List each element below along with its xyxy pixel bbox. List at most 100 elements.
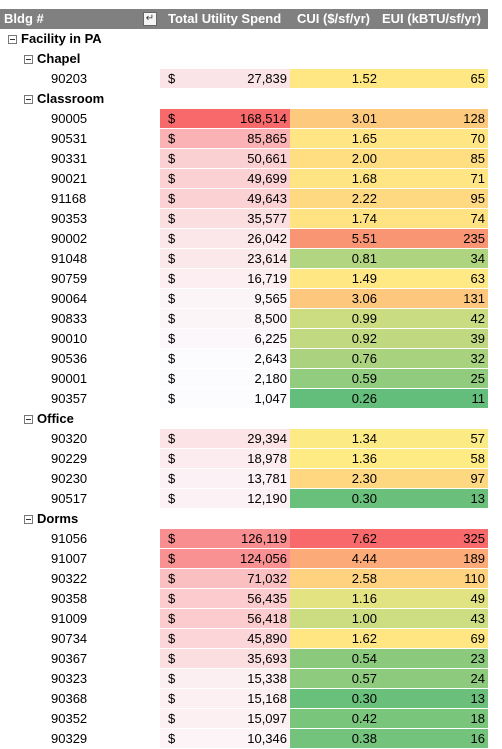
building-id: 90010 bbox=[51, 331, 88, 346]
building-id: 91056 bbox=[51, 531, 88, 546]
collapse-button[interactable] bbox=[24, 55, 33, 64]
facility-label: Facility in PA bbox=[21, 31, 102, 46]
collapse-button[interactable] bbox=[24, 415, 33, 424]
cui-value: 0.54 bbox=[290, 649, 380, 669]
building-id: 90229 bbox=[51, 451, 88, 466]
eui-value: 128 bbox=[380, 109, 488, 129]
currency-symbol: $ bbox=[168, 231, 176, 246]
eui-value: 16 bbox=[380, 729, 488, 749]
currency-symbol: $ bbox=[168, 251, 176, 266]
collapse-button[interactable] bbox=[24, 515, 33, 524]
spend-cell bbox=[160, 149, 290, 169]
currency-symbol: $ bbox=[168, 391, 176, 406]
currency-symbol: $ bbox=[168, 471, 176, 486]
building-id: 91048 bbox=[51, 251, 88, 266]
building-id: 90331 bbox=[51, 151, 88, 166]
group-label: Classroom bbox=[37, 91, 105, 106]
eui-value: 11 bbox=[380, 389, 488, 409]
building-id: 90352 bbox=[51, 711, 88, 726]
eui-value: 97 bbox=[380, 469, 488, 489]
currency-symbol: $ bbox=[168, 731, 176, 746]
spend-cell bbox=[160, 129, 290, 149]
building-id: 90531 bbox=[51, 131, 88, 146]
cui-value: 1.52 bbox=[290, 69, 380, 89]
spend-cell bbox=[160, 629, 290, 649]
currency-symbol: $ bbox=[168, 131, 176, 146]
currency-symbol: $ bbox=[168, 71, 176, 86]
group-label: Office bbox=[37, 411, 74, 426]
eui-value: 43 bbox=[380, 609, 488, 629]
building-id: 90357 bbox=[51, 391, 88, 406]
eui-value: 325 bbox=[380, 529, 488, 549]
eui-value: 58 bbox=[380, 449, 488, 469]
spend-value: 126,119 bbox=[240, 531, 287, 546]
collapse-button[interactable] bbox=[24, 95, 33, 104]
spend-value: 56,418 bbox=[247, 611, 287, 626]
eui-value: 23 bbox=[380, 649, 488, 669]
spend-cell bbox=[160, 709, 290, 729]
eui-value: 110 bbox=[380, 569, 488, 589]
building-id: 90323 bbox=[51, 671, 88, 686]
collapse-button[interactable] bbox=[8, 35, 17, 44]
eui-value: 63 bbox=[380, 269, 488, 289]
spend-cell bbox=[160, 689, 290, 709]
eui-value: 49 bbox=[380, 589, 488, 609]
spend-cell bbox=[160, 489, 290, 509]
spend-value: 45,890 bbox=[247, 631, 287, 646]
eui-value: 39 bbox=[380, 329, 488, 349]
eui-value: 85 bbox=[380, 149, 488, 169]
building-id: 90517 bbox=[51, 491, 88, 506]
cui-value: 1.00 bbox=[290, 609, 380, 629]
spend-value: 10,346 bbox=[247, 731, 287, 746]
spend-value: 2,643 bbox=[254, 351, 287, 366]
building-id: 90536 bbox=[51, 351, 88, 366]
spend-cell bbox=[160, 469, 290, 489]
currency-symbol: $ bbox=[168, 371, 176, 386]
cui-value: 1.65 bbox=[290, 129, 380, 149]
spend-cell bbox=[160, 329, 290, 349]
spend-value: 23,614 bbox=[247, 251, 287, 266]
spend-value: 18,978 bbox=[247, 451, 287, 466]
eui-value: 71 bbox=[380, 169, 488, 189]
cui-value: 1.49 bbox=[290, 269, 380, 289]
eui-value: 70 bbox=[380, 129, 488, 149]
currency-symbol: $ bbox=[168, 691, 176, 706]
building-id: 90734 bbox=[51, 631, 88, 646]
cui-value: 0.81 bbox=[290, 249, 380, 269]
spend-value: 12,190 bbox=[247, 491, 287, 506]
spend-value: 49,643 bbox=[247, 191, 287, 206]
building-id: 90353 bbox=[51, 211, 88, 226]
header-cell: EUI (kBTU/sf/yr) bbox=[382, 11, 481, 26]
currency-symbol: $ bbox=[168, 531, 176, 546]
cui-value: 5.51 bbox=[290, 229, 380, 249]
eui-value: 74 bbox=[380, 209, 488, 229]
header-cell: CUI ($/sf/yr) bbox=[297, 11, 370, 26]
cui-value: 4.44 bbox=[290, 549, 380, 569]
spend-cell bbox=[160, 109, 290, 129]
building-id: 90320 bbox=[51, 431, 88, 446]
spend-value: 9,565 bbox=[254, 291, 287, 306]
cui-value: 3.01 bbox=[290, 109, 380, 129]
eui-value: 42 bbox=[380, 309, 488, 329]
spend-value: 15,168 bbox=[247, 691, 287, 706]
spend-value: 71,032 bbox=[247, 571, 287, 586]
cui-value: 0.99 bbox=[290, 309, 380, 329]
spend-value: 50,661 bbox=[247, 151, 287, 166]
building-id: 90322 bbox=[51, 571, 88, 586]
cui-value: 3.06 bbox=[290, 289, 380, 309]
spend-value: 49,699 bbox=[247, 171, 287, 186]
currency-symbol: $ bbox=[168, 631, 176, 646]
cui-value: 0.57 bbox=[290, 669, 380, 689]
currency-symbol: $ bbox=[168, 671, 176, 686]
filter-button[interactable]: ↵ bbox=[143, 12, 157, 26]
cui-value: 0.92 bbox=[290, 329, 380, 349]
eui-value: 32 bbox=[380, 349, 488, 369]
currency-symbol: $ bbox=[168, 711, 176, 726]
currency-symbol: $ bbox=[168, 491, 176, 506]
spend-value: 35,577 bbox=[247, 211, 287, 226]
spend-value: 26,042 bbox=[247, 231, 287, 246]
building-id: 90367 bbox=[51, 651, 88, 666]
building-id: 90329 bbox=[51, 731, 88, 746]
cui-value: 0.38 bbox=[290, 729, 380, 749]
spend-value: 56,435 bbox=[247, 591, 287, 606]
